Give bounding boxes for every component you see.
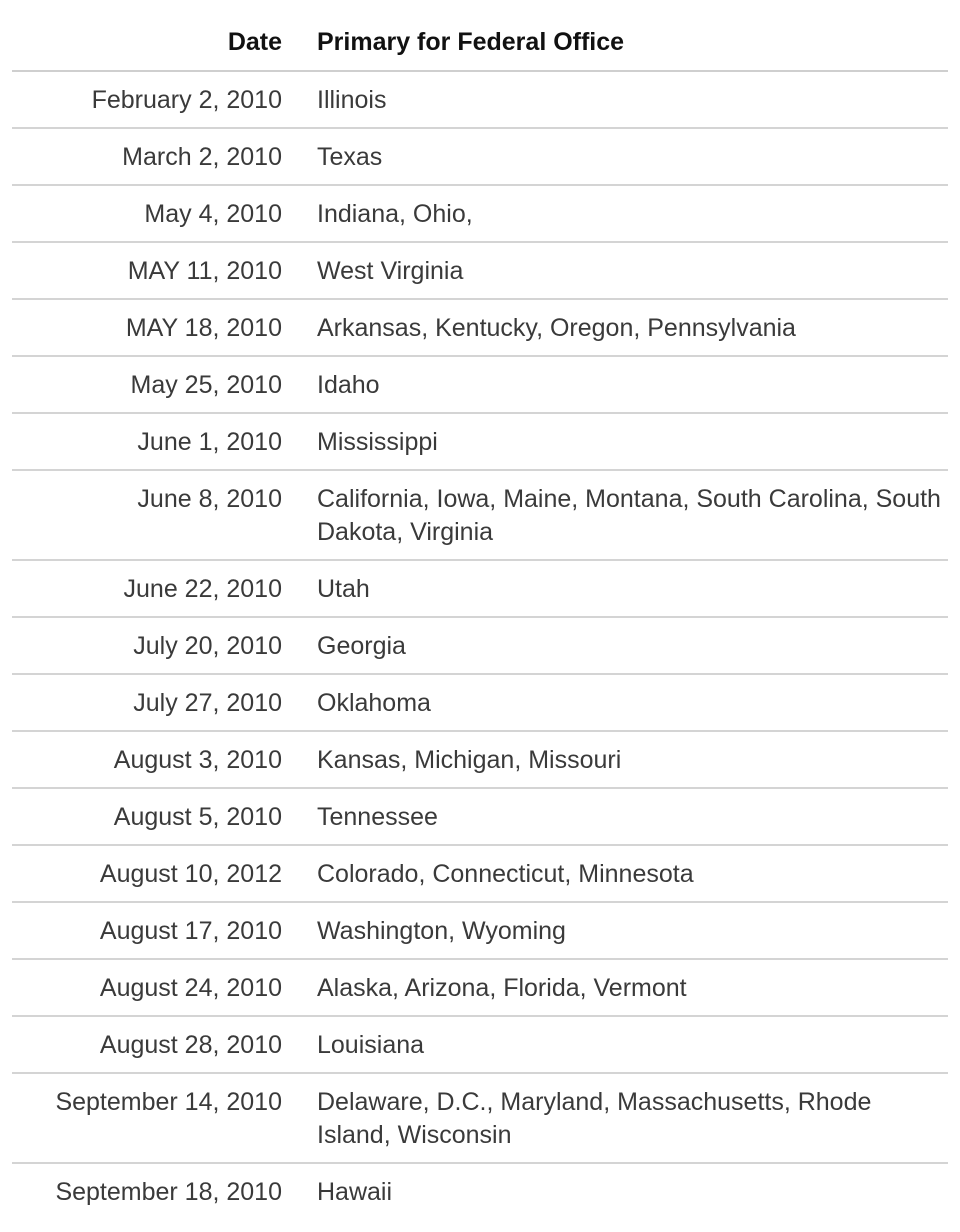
states-cell: Alaska, Arizona, Florida, Vermont <box>282 959 948 1017</box>
date-cell: August 5, 2010 <box>12 788 282 846</box>
table-row: August 28, 2010 Louisiana <box>12 1016 948 1074</box>
states-cell: Delaware, D.C., Maryland, Massachusetts,… <box>282 1073 948 1164</box>
date-cell: June 22, 2010 <box>12 560 282 618</box>
date-cell: July 27, 2010 <box>12 674 282 732</box>
date-cell: August 24, 2010 <box>12 959 282 1017</box>
table-row: June 8, 2010 California, Iowa, Maine, Mon… <box>12 470 948 561</box>
date-cell: September 18, 2010 <box>55 1178 282 1206</box>
table-row: July 27, 2010 Oklahoma <box>12 674 948 732</box>
table-row: August 24, 2010 Alaska, Arizona, Florida,… <box>12 959 948 1017</box>
date-cell: MAY 18, 2010 <box>12 299 282 357</box>
table-row: July 20, 2010 Georgia <box>12 617 948 675</box>
states-cell: Louisiana <box>282 1016 948 1074</box>
states-cell: West Virginia <box>282 242 948 300</box>
states-cell: Texas <box>282 128 948 186</box>
date-cell: August 17, 2010 <box>12 902 282 960</box>
states-cell: Georgia <box>282 617 948 675</box>
table-row: MAY 11, 2010 West Virginia <box>12 242 948 300</box>
primary-dates-table: Date Primary for Federal Office February… <box>12 14 948 1219</box>
states-cell: Illinois <box>282 71 948 129</box>
header-date: Date <box>12 14 282 72</box>
table-row: August 3, 2010 Kansas, Michigan, Missouri <box>12 731 948 789</box>
date-cell: May 25, 2010 <box>12 356 282 414</box>
table-row: August 10, 2012 Colorado, Connecticut, Mi… <box>12 845 948 903</box>
states-cell: Utah <box>282 560 948 618</box>
date-cell: June 8, 2010 <box>12 470 282 561</box>
states-cell: Colorado, Connecticut, Minnesota <box>282 845 948 903</box>
date-cell: July 20, 2010 <box>12 617 282 675</box>
states-cell: Kansas, Michigan, Missouri <box>282 731 948 789</box>
table-row: September 18, 2010 Hawaii <box>12 1163 948 1219</box>
date-cell: February 2, 2010 <box>12 71 282 129</box>
states-cell: Arkansas, Kentucky, Oregon, Pennsylvania <box>282 299 948 357</box>
states-cell: Washington, Wyoming <box>282 902 948 960</box>
states-cell: Idaho <box>282 356 948 414</box>
date-cell: June 1, 2010 <box>12 413 282 471</box>
table-row: March 2, 2010 Texas <box>12 128 948 186</box>
table-row: May 4, 2010 Indiana, Ohio, <box>12 185 948 243</box>
table-row: June 22, 2010 Utah <box>12 560 948 618</box>
table-row: MAY 18, 2010 Arkansas, Kentucky, Oregon, … <box>12 299 948 357</box>
date-cell: May 4, 2010 <box>12 185 282 243</box>
date-cell: August 10, 2012 <box>12 845 282 903</box>
table-row: September 14, 2010 Delaware, D.C., Maryla… <box>12 1073 948 1164</box>
header-row: Date Primary for Federal Office <box>12 14 948 72</box>
table-row: February 2, 2010 Illinois <box>12 71 948 129</box>
date-cell: August 3, 2010 <box>12 731 282 789</box>
table-row: August 17, 2010 Washington, Wyoming <box>12 902 948 960</box>
states-cell: Tennessee <box>282 788 948 846</box>
table-row: June 1, 2010 Mississippi <box>12 413 948 471</box>
states-cell: Hawaii <box>317 1178 393 1206</box>
table-row: August 5, 2010 Tennessee <box>12 788 948 846</box>
states-cell: California, Iowa, Maine, Montana, South … <box>282 470 948 561</box>
header-primary: Primary for Federal Office <box>282 14 948 72</box>
date-cell: August 28, 2010 <box>12 1016 282 1074</box>
states-cell: Mississippi <box>282 413 948 471</box>
states-cell: Oklahoma <box>282 674 948 732</box>
date-cell: March 2, 2010 <box>12 128 282 186</box>
states-cell: Indiana, Ohio, <box>282 185 948 243</box>
table-row: May 25, 2010 Idaho <box>12 356 948 414</box>
date-cell: September 14, 2010 <box>12 1073 282 1164</box>
date-cell: MAY 11, 2010 <box>12 242 282 300</box>
